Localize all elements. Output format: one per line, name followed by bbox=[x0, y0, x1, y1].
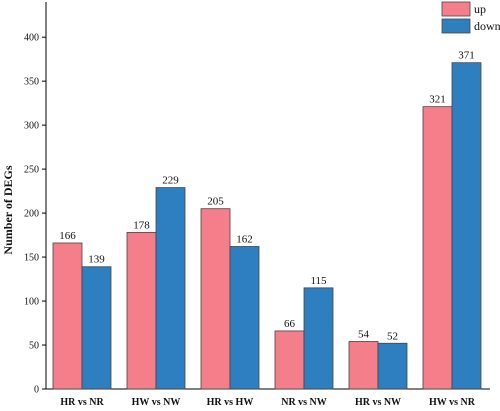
data-label-down: 162 bbox=[236, 234, 253, 246]
legend-label-up: up bbox=[474, 2, 486, 16]
y-tick-label: 0 bbox=[34, 385, 39, 396]
bar-down bbox=[303, 287, 334, 390]
bar-up bbox=[274, 330, 305, 390]
y-tick-label: 350 bbox=[24, 77, 39, 88]
data-label-up: 54 bbox=[358, 329, 370, 341]
x-tick-label: HR vs NR bbox=[60, 397, 104, 408]
bar-up bbox=[348, 341, 379, 390]
bar-up bbox=[200, 208, 231, 390]
data-label-up: 178 bbox=[133, 219, 150, 231]
x-tick-label: HW vs NW bbox=[132, 397, 181, 408]
data-label-down: 139 bbox=[88, 254, 105, 266]
data-label-up: 205 bbox=[207, 196, 224, 208]
y-tick-label: 50 bbox=[29, 341, 39, 352]
bar-up bbox=[52, 242, 83, 390]
y-axis-label: Number of DEGs bbox=[1, 165, 15, 254]
data-label-down: 229 bbox=[162, 175, 179, 187]
bar-down bbox=[229, 246, 260, 390]
x-tick-label: HW vs NR bbox=[429, 397, 476, 408]
plot-area: 0 50 100 150 200 250 300 350 400 166 139 HR vs NR 17… bbox=[24, 2, 490, 408]
legend-label-down: down bbox=[474, 19, 500, 33]
y-tick-label: 100 bbox=[24, 297, 39, 308]
y-tick-label: 150 bbox=[24, 253, 39, 264]
x-tick-label: NR vs NW bbox=[281, 397, 327, 408]
bar-down bbox=[377, 342, 408, 390]
legend: up down bbox=[441, 1, 500, 34]
data-label-down: 371 bbox=[458, 50, 475, 62]
data-label-down: 115 bbox=[310, 275, 327, 287]
y-tick-label: 250 bbox=[24, 165, 39, 176]
bar-down bbox=[451, 62, 482, 390]
x-tick-label: HR vs NW bbox=[355, 397, 401, 408]
legend-swatch-up bbox=[441, 1, 471, 17]
bar-down bbox=[81, 266, 112, 390]
bar-up bbox=[126, 232, 157, 390]
data-label-up: 321 bbox=[429, 94, 446, 106]
x-tick-label: HR vs HW bbox=[207, 397, 254, 408]
legend-swatch-down bbox=[441, 18, 471, 34]
bar-down bbox=[155, 187, 186, 390]
y-tick-label: 300 bbox=[24, 121, 39, 132]
data-label-down: 52 bbox=[387, 330, 398, 342]
data-label-up: 66 bbox=[284, 318, 296, 330]
bar-up bbox=[422, 106, 453, 390]
y-tick-label: 400 bbox=[24, 33, 39, 44]
data-label-up: 166 bbox=[59, 230, 76, 242]
y-tick-label: 200 bbox=[24, 209, 39, 220]
